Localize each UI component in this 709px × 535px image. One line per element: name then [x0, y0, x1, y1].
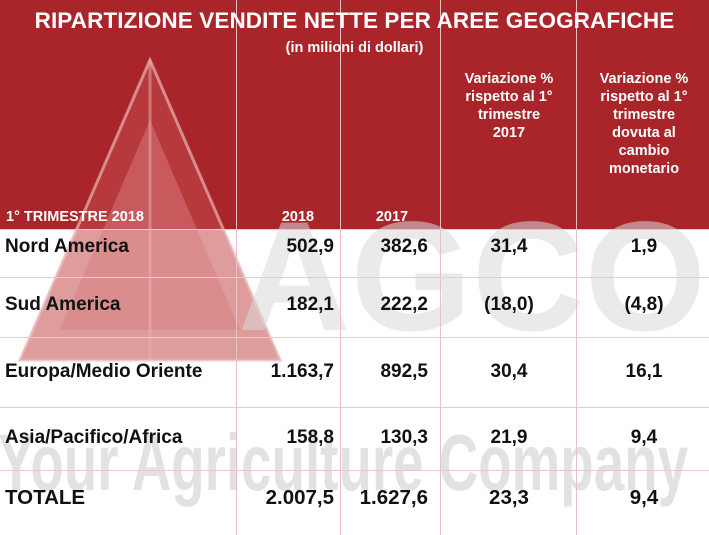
- region-cell: Europa/Medio Oriente: [5, 361, 203, 382]
- header-line: 2017: [492, 125, 526, 141]
- page-title: RIPARTIZIONE VENDITE NETTE PER AREE GEOG…: [34, 8, 675, 33]
- value-2018-cell: 182,1: [286, 294, 334, 315]
- header-variation-2017: Variazione % rispetto al 1° trimestre 20…: [448, 70, 570, 142]
- currency-variation-cell: 16,1: [625, 361, 663, 382]
- region-cell: Nord America: [5, 236, 129, 257]
- row-divider: [0, 229, 709, 230]
- region-cell: Sud America: [5, 294, 121, 315]
- header-line: rispetto al 1°: [600, 89, 688, 105]
- currency-variation-cell: 9,4: [630, 427, 658, 448]
- variation-cell: 21,9: [490, 427, 528, 448]
- currency-variation-cell: 1,9: [630, 236, 658, 257]
- header-2017: 2017: [375, 209, 409, 225]
- value-2017-cell: 130,3: [380, 427, 428, 448]
- region-cell: Asia/Pacifico/Africa: [5, 427, 183, 448]
- header-line: Variazione %: [464, 71, 554, 87]
- total-currency-variation-cell: 9,4: [629, 486, 659, 509]
- value-2017-cell: 382,6: [380, 236, 428, 257]
- total-2018-cell: 2.007,5: [265, 486, 334, 509]
- value-2017-cell: 222,2: [380, 294, 428, 315]
- value-2018-cell: 1.163,7: [270, 361, 334, 382]
- total-variation-cell: 23,3: [489, 486, 529, 509]
- total-label: TOTALE: [5, 486, 86, 509]
- column-divider: [236, 0, 237, 535]
- value-2018-cell: 502,9: [286, 236, 334, 257]
- currency-variation-cell: (4,8): [624, 294, 664, 315]
- header-line: monetario: [608, 161, 680, 177]
- page-subtitle: (in milioni di dollari): [285, 40, 424, 56]
- column-divider: [440, 0, 441, 535]
- header-line: cambio: [618, 143, 670, 159]
- value-2018-cell: 158,8: [286, 427, 334, 448]
- row-divider: [0, 407, 709, 408]
- row-divider: [0, 470, 709, 471]
- variation-cell: (18,0): [484, 294, 534, 315]
- header-region: 1° TRIMESTRE 2018: [6, 209, 144, 225]
- header-variation-currency: Variazione % rispetto al 1° trimestre do…: [580, 70, 708, 178]
- column-divider: [576, 0, 577, 535]
- row-divider: [0, 337, 709, 338]
- row-divider: [0, 277, 709, 278]
- header-line: dovuta al: [612, 125, 676, 141]
- header-2018: 2018: [281, 209, 315, 225]
- header-line: Variazione %: [599, 71, 689, 87]
- variation-cell: 30,4: [490, 361, 528, 382]
- variation-cell: 31,4: [490, 236, 528, 257]
- header-line: trimestre: [477, 107, 541, 123]
- header-line: rispetto al 1°: [465, 89, 553, 105]
- header-line: trimestre: [612, 107, 676, 123]
- column-divider: [340, 0, 341, 535]
- value-2017-cell: 892,5: [380, 361, 428, 382]
- total-2017-cell: 1.627,6: [359, 486, 428, 509]
